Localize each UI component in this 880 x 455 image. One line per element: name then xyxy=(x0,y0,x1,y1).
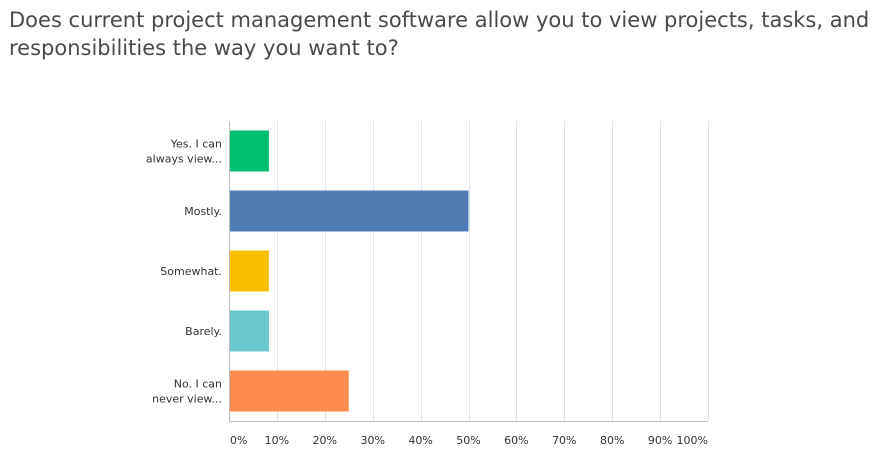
gridlines xyxy=(277,121,709,421)
x-tick-label: 30% xyxy=(360,434,384,447)
category-label-line: never view... xyxy=(152,393,222,406)
bar xyxy=(230,310,269,352)
x-tick-label: 80% xyxy=(600,434,624,447)
category-labels: Yes. I can always view... Mostly. Somewhat.… xyxy=(146,138,222,406)
bars xyxy=(230,130,469,412)
category-label: Mostly. xyxy=(184,205,222,218)
category-label-line: Barely. xyxy=(185,325,222,338)
x-tick-label: 60% xyxy=(504,434,528,447)
x-tick-label: 100% xyxy=(677,434,708,447)
axes xyxy=(229,121,708,422)
category-label-line: always view... xyxy=(146,153,222,166)
bar xyxy=(230,190,469,232)
category-label-line: Mostly. xyxy=(184,205,222,218)
category-label: Somewhat. xyxy=(160,265,222,278)
question-title: Does current project management software… xyxy=(9,8,870,60)
x-tick-labels: 0% 10% 20% 30% 40% 50% 60% 70% 80% 90% 100% xyxy=(230,434,708,447)
category-label-line: Yes. I can xyxy=(170,138,222,151)
x-tick-label: 20% xyxy=(313,434,337,447)
bar xyxy=(230,250,269,292)
x-tick-label: 0% xyxy=(230,434,247,447)
category-label-line: No. I can xyxy=(174,378,222,391)
x-tick-label: 50% xyxy=(456,434,480,447)
category-label: Yes. I can always view... xyxy=(146,138,222,166)
x-tick-label: 10% xyxy=(265,434,289,447)
bar xyxy=(230,370,349,412)
x-tick-label: 40% xyxy=(408,434,432,447)
x-tick-label: 70% xyxy=(552,434,576,447)
category-label-line: Somewhat. xyxy=(160,265,222,278)
bar xyxy=(230,130,269,172)
category-label: Barely. xyxy=(185,325,222,338)
x-tick-label: 90% xyxy=(648,434,672,447)
category-label: No. I can never view... xyxy=(152,378,222,406)
